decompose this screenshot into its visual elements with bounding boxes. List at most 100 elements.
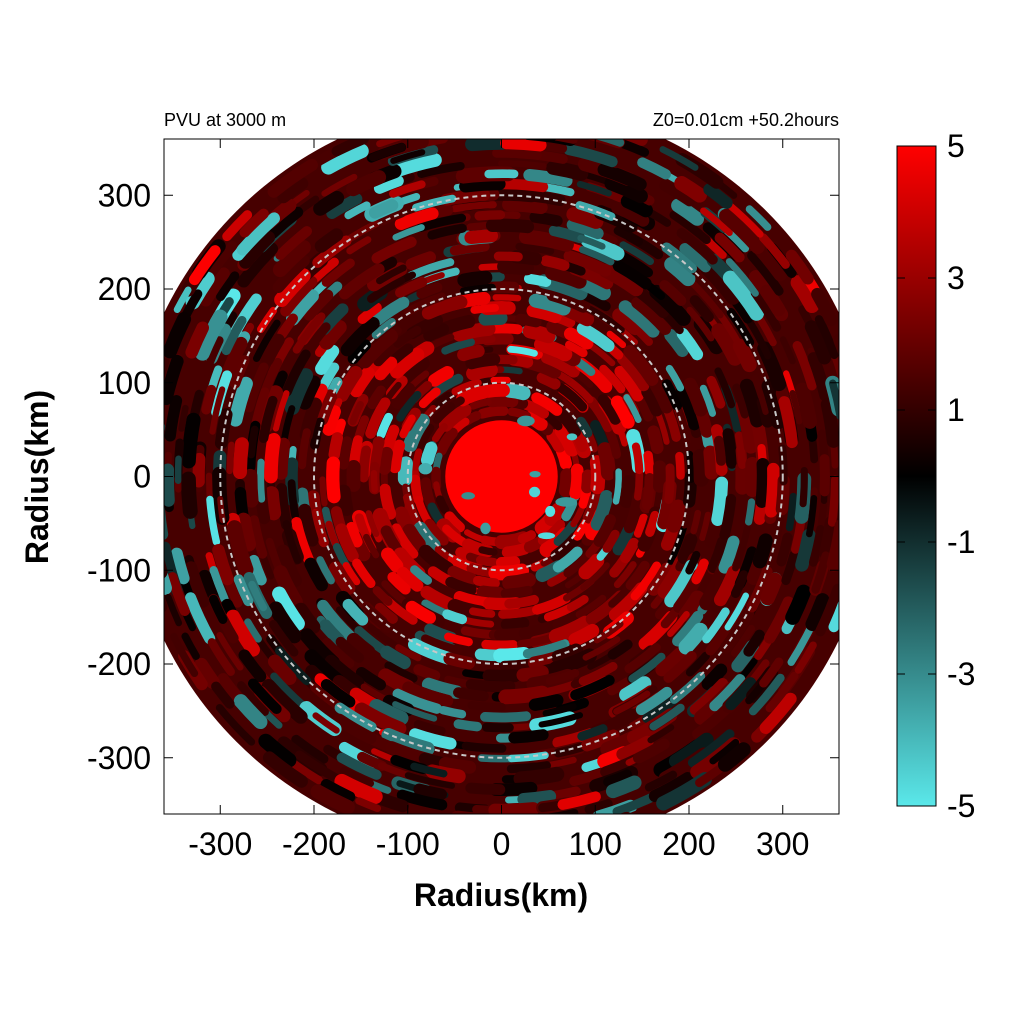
pv-patch	[355, 667, 386, 691]
pv-patch	[633, 738, 670, 764]
pv-heatmap	[137, 139, 861, 831]
pv-patch	[381, 547, 404, 573]
pv-patch	[745, 205, 772, 231]
pv-patch	[838, 569, 839, 573]
pv-patch	[703, 183, 733, 209]
pv-patch	[522, 323, 556, 344]
pv-patch	[641, 472, 655, 511]
pv-patch	[418, 544, 455, 576]
pv-patch	[272, 254, 310, 294]
pv-patch	[685, 651, 710, 677]
pv-patch	[664, 257, 696, 287]
pv-patch	[247, 425, 259, 459]
pv-patch	[594, 139, 625, 147]
pv-patch	[634, 466, 644, 501]
pv-patch	[671, 198, 704, 226]
pv-patch	[164, 312, 192, 359]
pv-patch	[548, 225, 586, 244]
pv-patch	[597, 442, 616, 481]
pv-patch	[582, 492, 602, 524]
pv-patch	[322, 405, 341, 436]
pv-patch	[321, 258, 355, 287]
pv-patch	[411, 448, 423, 475]
pv-patch	[412, 194, 457, 212]
pv-patch	[451, 201, 497, 213]
pv-speck	[555, 497, 578, 507]
pv-patch	[663, 651, 697, 683]
pv-patch	[342, 562, 361, 586]
pv-patch	[655, 647, 686, 677]
x-tick-label: -200	[282, 826, 346, 862]
pv-patch	[165, 593, 183, 627]
pv-patch	[501, 543, 531, 558]
pv-patch	[287, 479, 300, 520]
pv-patch	[389, 347, 425, 379]
pv-speck	[566, 433, 578, 441]
pv-patch	[624, 643, 661, 674]
pv-patch	[447, 827, 487, 831]
pv-patch	[421, 634, 463, 655]
pv-patch	[614, 365, 644, 402]
pv-patch	[667, 525, 687, 565]
pv-patch	[173, 286, 192, 314]
pv-patch	[544, 265, 587, 289]
pv-patch	[752, 533, 773, 569]
pv-patch	[137, 494, 141, 534]
pv-patch	[701, 663, 728, 691]
pv-patch	[811, 287, 838, 327]
pv-patch	[785, 584, 811, 625]
pv-patch	[826, 519, 839, 572]
pv-patch	[732, 338, 757, 373]
pv-patch	[164, 423, 166, 436]
pv-patch	[416, 282, 443, 299]
pv-patch	[730, 624, 756, 657]
pv-patch	[365, 510, 380, 537]
pv-patch	[320, 678, 356, 708]
pv-patch	[534, 337, 573, 362]
pv-patch	[275, 226, 312, 260]
pv-patch	[321, 143, 369, 175]
pv-patch	[164, 423, 166, 435]
pv-patch	[244, 362, 269, 413]
colorbar-tick-label: 3	[947, 260, 965, 296]
pv-patch	[215, 271, 240, 302]
pv-patch	[481, 639, 518, 650]
pv-patch	[477, 405, 509, 419]
pv-patch	[393, 325, 422, 348]
pv-patch	[310, 417, 325, 450]
pv-patch	[515, 313, 542, 328]
pv-patch	[405, 600, 436, 625]
pv-patch	[403, 413, 430, 453]
pv-patch	[485, 394, 519, 408]
pv-patch	[679, 243, 711, 273]
pv-patch	[522, 640, 567, 659]
pv-patch	[201, 384, 217, 415]
pv-patch	[269, 620, 299, 657]
pv-patch	[181, 412, 201, 469]
pv-patch	[402, 681, 454, 707]
pv-patch	[233, 694, 268, 730]
pv-patch	[517, 530, 537, 544]
pv-patch	[396, 789, 448, 811]
pv-patch	[277, 313, 298, 339]
pv-patch	[249, 515, 268, 559]
pv-patch	[369, 699, 409, 726]
pv-patch	[676, 327, 704, 361]
pv-patch	[500, 585, 533, 599]
pv-patch	[581, 469, 594, 494]
pv-patch	[523, 273, 552, 287]
pv-patch	[700, 207, 733, 236]
pv-patch	[773, 513, 785, 543]
pv-patch	[854, 382, 861, 412]
pv-patch	[664, 329, 689, 357]
pv-patch	[405, 251, 436, 271]
pv-patch	[342, 598, 369, 626]
pv-patch	[438, 757, 477, 774]
pv-patch	[523, 168, 573, 187]
pv-patch	[675, 451, 685, 480]
pv-patch	[709, 738, 740, 765]
pv-patch	[502, 383, 531, 401]
pv-patch	[611, 201, 650, 227]
pv-patch	[540, 351, 580, 378]
